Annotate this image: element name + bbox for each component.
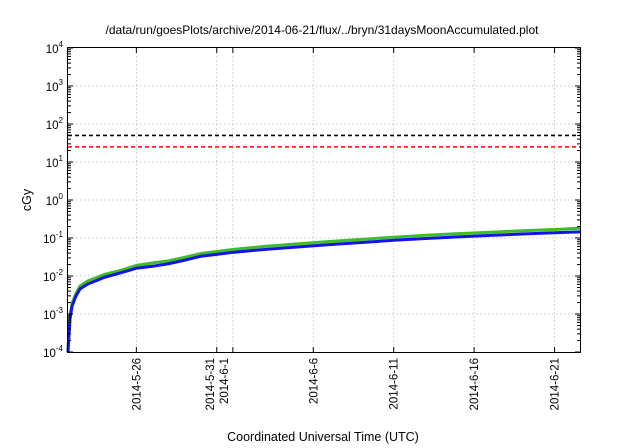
y-tick-label: 104 [46,40,64,56]
series-layer [66,226,581,353]
chart-title: /data/run/goesPlots/archive/2014-06-21/f… [106,23,540,37]
plot-frame [67,47,581,353]
y-tick-label: 103 [46,78,64,94]
y-axis-label: cGy [20,188,34,211]
y-tick-label: 100 [46,192,64,208]
series-line [66,226,581,350]
x-tick-label: 2014-6-1 [219,358,231,404]
y-tick-label: 10-3 [43,306,63,322]
x-tick-label: 2014-5-31 [205,358,217,410]
x-tick-label: 2014-6-21 [550,358,562,410]
series-line [66,230,581,353]
x-tick-label: 2014-5-26 [131,358,143,410]
x-axis-label: Coordinated Universal Time (UTC) [227,430,419,444]
grid-layer [68,48,580,352]
x-tick-label: 2014-6-11 [389,358,401,410]
y-tick-label: 10-4 [43,344,63,360]
y-tick-label: 102 [46,116,64,132]
y-tick-label: 10-2 [43,268,63,284]
y-tick-label: 101 [46,154,64,170]
x-axis: 2014-5-26 2014-5-31 2014-6-1 2014-6-6 2014-6… [131,48,562,410]
y-axis: 10-4 10-3 10-2 10-1 100 101 102 103 104 [43,40,580,360]
y-tick-label: 10-1 [43,230,63,246]
x-tick-label: 2014-6-16 [469,358,481,410]
threshold-layer [68,134,580,148]
x-tick-label: 2014-6-6 [308,358,320,404]
